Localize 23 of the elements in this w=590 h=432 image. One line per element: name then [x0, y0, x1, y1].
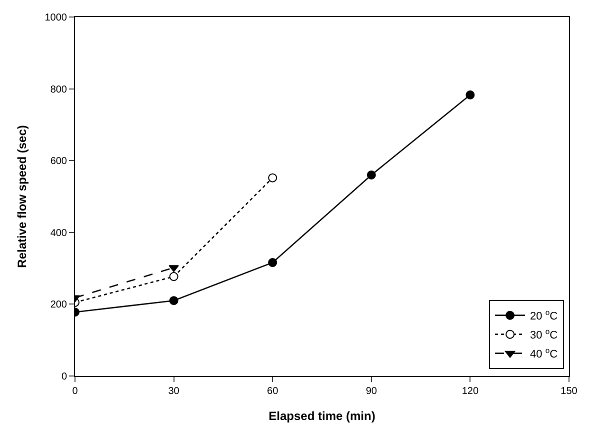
x-tick-label: 150: [560, 386, 578, 397]
y-tick-label: 600: [50, 156, 68, 168]
point: [268, 173, 278, 182]
y-tick-label: 1000: [44, 12, 68, 24]
x-tick-label: 120: [462, 386, 479, 397]
x-tick-label: 0: [72, 386, 78, 397]
legend-label: 20 $^{o}$C: [530, 308, 558, 323]
y-tick-label: 0: [61, 372, 68, 382]
y-tick-label: 200: [50, 300, 68, 311]
point: [268, 258, 278, 268]
point: [169, 296, 178, 306]
point: [169, 272, 178, 282]
point: [466, 90, 475, 100]
y-tick-label: 800: [50, 84, 68, 96]
y-axis-title: Relative flow speed (sec): [15, 125, 30, 268]
x-tick-label: 30: [168, 386, 180, 397]
x-axis-title: Elapsed time (min): [268, 408, 376, 423]
legend-label: 30 $^{o}$C: [530, 326, 558, 342]
x-tick-label: 60: [267, 386, 279, 397]
point: [366, 170, 376, 180]
x-tick-label: 90: [366, 386, 378, 397]
y-tick-label: 400: [50, 228, 68, 239]
legend-label: 40 $^{o}$C: [530, 346, 558, 361]
